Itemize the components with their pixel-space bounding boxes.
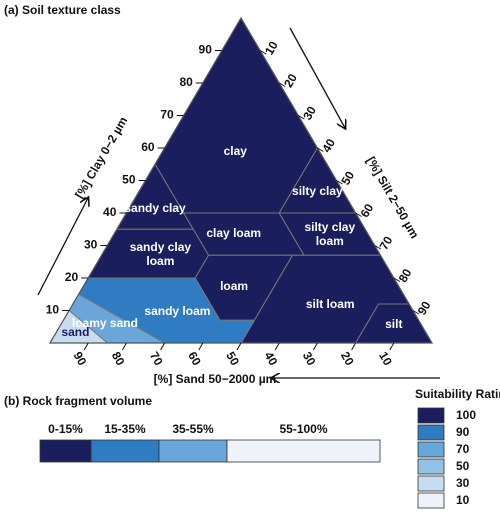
silt-tick-label: 90 [415,299,434,318]
class-label: silty clay loam [304,220,356,249]
sand-tick [274,342,280,351]
clay-tick-label: 10 [46,303,60,317]
legend-swatch [417,458,445,475]
silt-tick [278,82,286,87]
clay-tick-label: 90 [199,43,213,57]
class-label: loamy sand [71,315,138,330]
legend-swatch [417,424,445,441]
class-label: sand [61,325,90,340]
clay-tick-label: 60 [141,140,155,154]
legend-swatch [417,441,445,458]
rock-segment [158,439,228,463]
silt-tick [355,212,362,217]
legend-swatch [417,492,445,509]
clay-tick-label: 70 [160,108,174,122]
clay-arrow [37,198,88,296]
class-label: sandy clay loam [129,239,192,268]
sand-tick-label: 20 [338,349,357,368]
clay-tick-label: 50 [122,173,136,187]
silt-tick [259,50,267,55]
silt-tick-label: 20 [281,71,300,90]
silt-tick [298,115,305,120]
legend-swatch [417,407,445,424]
legend-label: 50 [456,459,470,473]
sand-tick [351,342,357,351]
clay-tick-label: 80 [179,75,193,89]
class-label: silt [385,316,403,331]
legend-label: 100 [456,408,476,422]
class-label: silt loam [305,296,355,311]
silt-tick-label: 40 [319,136,338,155]
rock-segment-label: 35-55% [172,422,214,436]
class-label: clay loam [206,226,262,241]
legend-label: 30 [456,476,470,490]
silt-tick [393,277,401,282]
legend-title: Suitability Rating [415,387,500,401]
sand-tick-label: 90 [71,349,90,368]
legend-label: 70 [456,442,470,456]
class-label: loam [220,278,249,293]
legend-label: 90 [456,425,470,439]
clay-tick-label: 20 [65,270,79,284]
sand-tick [198,342,204,351]
panel-b-title: (b) Rock fragment volume [4,394,152,408]
legend-swatch [417,475,445,492]
sand-tick-label: 10 [376,349,395,368]
silt-arrow [289,27,345,128]
legend-label: 10 [456,493,470,507]
rock-segment [90,439,160,463]
sand-tick [160,342,166,351]
sand-axis-title: [%] Sand 50−2000 µm [154,372,277,386]
silt-tick-label: 30 [300,104,319,123]
class-label: sandy loam [144,303,211,318]
sand-tick [312,342,318,351]
sand-tick-label: 50 [223,349,242,368]
silt-tick [374,245,381,250]
silt-tick [336,180,343,185]
rock-segment [39,439,92,463]
rock-segment-label: 55-100% [279,422,327,436]
clay-axis-title: [%] Clay 0−2 µm [72,114,130,201]
sand-tick-label: 80 [109,349,128,368]
class-label: silty clay [292,184,343,199]
silt-axis-title: [%] Silt 2−50 µm [364,154,422,241]
silt-tick-label: 70 [377,234,396,253]
sand-tick [389,342,395,351]
class-label: clay [223,144,247,159]
silt-tick [412,310,420,315]
clay-tick-label: 40 [103,205,117,219]
rock-segment-label: 15-35% [104,422,146,436]
silt-tick-label: 50 [338,169,357,188]
sand-tick-label: 40 [262,349,281,368]
silt-tick-label: 60 [357,201,376,220]
sand-tick-label: 70 [147,349,166,368]
silt-tick-label: 10 [262,39,281,58]
sand-tick-label: 60 [185,349,204,368]
rock-segment [226,439,381,463]
sand-tick [83,342,89,351]
silt-tick [317,147,324,152]
clay-tick-label: 30 [84,238,98,252]
silt-tick-label: 80 [396,266,415,285]
panel-a-title: (a) Soil texture class [4,3,121,17]
sand-tick [121,342,127,351]
sand-tick [236,342,242,351]
rock-segment-label: 0-15% [48,422,83,436]
class-label: sandy clay [124,200,186,215]
sand-tick-label: 30 [300,349,319,368]
